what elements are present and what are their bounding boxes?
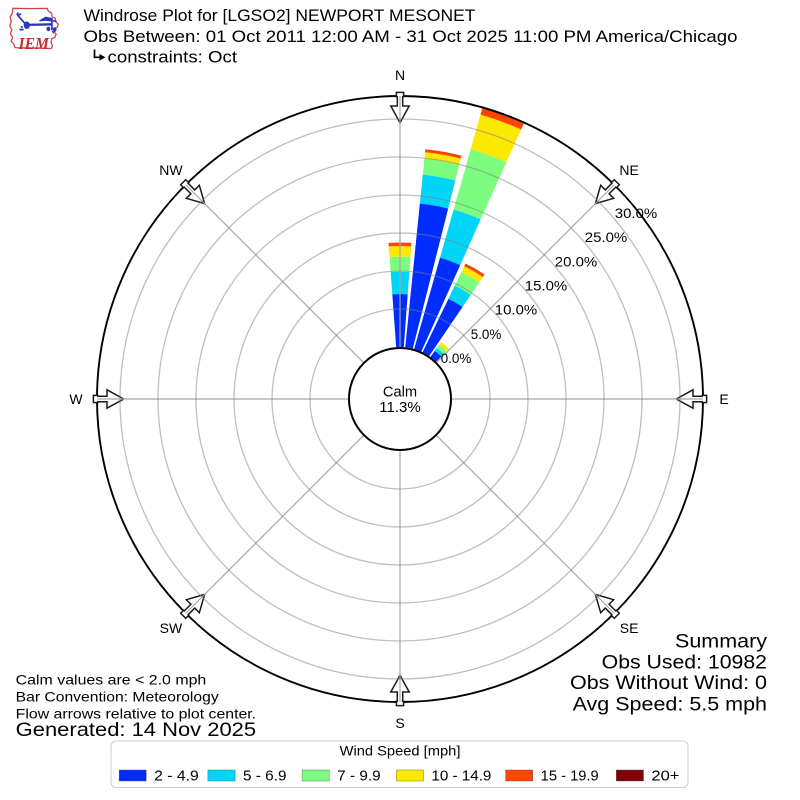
- svg-text:11.3%: 11.3%: [379, 400, 421, 416]
- svg-text:Obs Between: 01 Oct 2011 12:00: Obs Between: 01 Oct 2011 12:00 AM - 31 O…: [84, 28, 738, 46]
- svg-text:Flow arrows relative to plot c: Flow arrows relative to plot center.: [16, 706, 256, 722]
- svg-text:SW: SW: [160, 620, 183, 636]
- svg-text:N: N: [395, 67, 405, 83]
- svg-text:NE: NE: [619, 162, 638, 178]
- svg-text:20.0%: 20.0%: [555, 253, 598, 269]
- svg-text:10 - 14.9: 10 - 14.9: [431, 769, 491, 785]
- svg-text:5.0%: 5.0%: [471, 326, 502, 342]
- svg-text:5 - 6.9: 5 - 6.9: [243, 769, 287, 785]
- svg-text:SE: SE: [620, 620, 639, 636]
- svg-text:Avg Speed: 5.5 mph: Avg Speed: 5.5 mph: [573, 694, 767, 716]
- svg-text:10.0%: 10.0%: [495, 302, 538, 318]
- svg-text:Calm values are < 2.0 mph: Calm values are < 2.0 mph: [16, 672, 207, 688]
- svg-text:7 - 9.9: 7 - 9.9: [337, 769, 381, 785]
- svg-text:IEM: IEM: [18, 34, 50, 53]
- svg-text:Windrose Plot for [LGSO2] NEWP: Windrose Plot for [LGSO2] NEWPORT MESONE…: [84, 7, 476, 25]
- svg-text:Bar Convention: Meteorology: Bar Convention: Meteorology: [16, 689, 219, 705]
- svg-text:E: E: [719, 391, 728, 407]
- svg-text:Generated: 14 Nov 2025: Generated: 14 Nov 2025: [16, 719, 257, 741]
- svg-text:Summary: Summary: [675, 630, 767, 652]
- svg-text:15 - 19.9: 15 - 19.9: [541, 769, 599, 785]
- svg-text:constraints: Oct: constraints: Oct: [108, 49, 238, 67]
- svg-text:15.0%: 15.0%: [525, 278, 568, 294]
- svg-text:S: S: [395, 715, 404, 731]
- svg-text:2 - 4.9: 2 - 4.9: [154, 769, 199, 785]
- svg-text:20+: 20+: [651, 769, 679, 785]
- svg-text:30.0%: 30.0%: [615, 205, 658, 221]
- svg-text:W: W: [69, 391, 83, 407]
- svg-text:Obs Used: 10982: Obs Used: 10982: [602, 651, 767, 673]
- svg-text:25.0%: 25.0%: [585, 229, 628, 245]
- svg-text:Obs Without Wind: 0: Obs Without Wind: 0: [570, 672, 767, 694]
- svg-text:NW: NW: [159, 162, 183, 178]
- svg-text:Wind Speed [mph]: Wind Speed [mph]: [340, 743, 461, 759]
- svg-text:Calm: Calm: [383, 384, 417, 400]
- svg-text:0.0%: 0.0%: [441, 350, 472, 366]
